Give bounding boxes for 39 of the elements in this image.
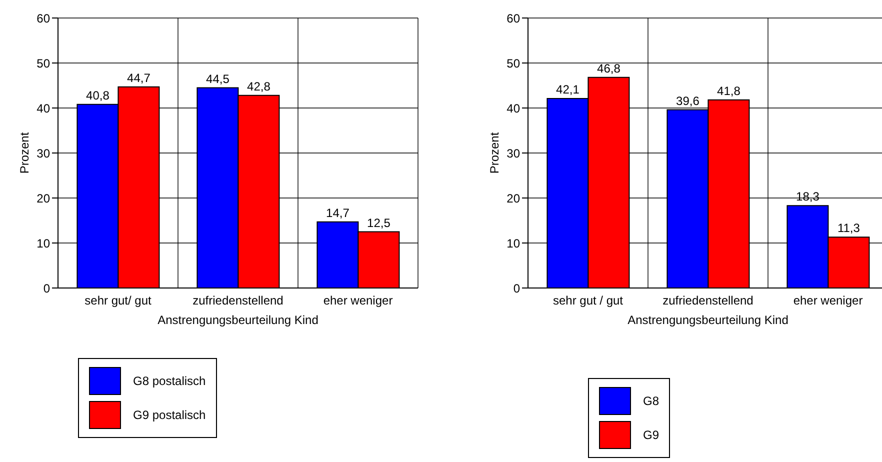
data-label: 46,8 bbox=[597, 61, 621, 76]
legend-label: G8 bbox=[643, 394, 660, 408]
y-tick-label: 0 bbox=[43, 281, 50, 296]
x-axis-title: Anstrengungsbeurteilung Kind bbox=[158, 313, 318, 327]
legend-label: G8 postalisch bbox=[133, 374, 206, 388]
y-axis-title: Prozent bbox=[17, 132, 32, 174]
x-tick-label: eher weniger bbox=[793, 294, 863, 308]
x-tick-label: sehr gut/ gut bbox=[84, 294, 152, 308]
x-tick-label: sehr gut / gut bbox=[552, 294, 624, 308]
data-label: 41,8 bbox=[717, 84, 741, 98]
y-tick-label: 60 bbox=[36, 11, 50, 26]
y-tick-label: 20 bbox=[36, 191, 50, 206]
data-label: 42,1 bbox=[556, 82, 580, 97]
y-tick-label: 60 bbox=[506, 11, 520, 26]
x-axis-title: Anstrengungsbeurteilung Kind bbox=[628, 313, 788, 327]
data-label: 12,5 bbox=[367, 216, 391, 230]
data-label: 39,6 bbox=[676, 94, 700, 108]
data-label: 42,8 bbox=[247, 79, 271, 94]
y-tick-label: 10 bbox=[36, 236, 50, 250]
y-tick-label: 0 bbox=[513, 281, 520, 296]
data-label: 11,3 bbox=[837, 221, 860, 236]
data-label: 40,8 bbox=[86, 88, 110, 102]
y-tick-label: 20 bbox=[506, 191, 520, 206]
y-axis-title: Prozent bbox=[487, 132, 502, 174]
x-tick-label: eher weniger bbox=[323, 294, 393, 308]
data-label: 44,7 bbox=[127, 70, 151, 85]
data-label: 14,7 bbox=[326, 206, 350, 220]
data-label: 44,5 bbox=[206, 72, 230, 86]
y-tick-label: 10 bbox=[506, 236, 520, 250]
y-tick-label: 30 bbox=[36, 146, 50, 160]
x-tick-label: zufriedenstellend bbox=[662, 294, 754, 308]
x-tick-label: zufriedenstellend bbox=[192, 294, 284, 308]
legend-label: G9 postalisch bbox=[133, 408, 206, 422]
y-tick-label: 50 bbox=[506, 56, 520, 70]
legend-label: G9 bbox=[643, 428, 660, 442]
y-tick-label: 50 bbox=[36, 56, 50, 70]
y-tick-label: 30 bbox=[506, 146, 520, 160]
y-tick-label: 40 bbox=[506, 101, 520, 116]
y-tick-label: 40 bbox=[36, 101, 50, 116]
